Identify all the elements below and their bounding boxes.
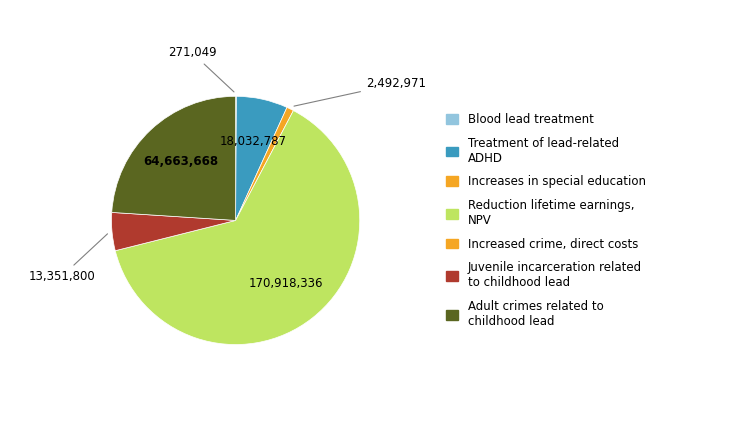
Wedge shape [115, 110, 360, 345]
Text: 64,663,668: 64,663,668 [143, 155, 218, 168]
Text: 18,032,787: 18,032,787 [219, 135, 286, 148]
Text: 271,049: 271,049 [168, 46, 234, 92]
Text: 13,351,800: 13,351,800 [28, 234, 108, 283]
Wedge shape [111, 212, 236, 251]
Wedge shape [236, 96, 287, 220]
Wedge shape [111, 96, 236, 220]
Legend: Blood lead treatment, Treatment of lead-related
ADHD, Increases in special educa: Blood lead treatment, Treatment of lead-… [447, 113, 646, 328]
Text: 2,492,971: 2,492,971 [294, 77, 426, 106]
Wedge shape [236, 107, 293, 220]
Text: 170,918,336: 170,918,336 [248, 277, 322, 290]
